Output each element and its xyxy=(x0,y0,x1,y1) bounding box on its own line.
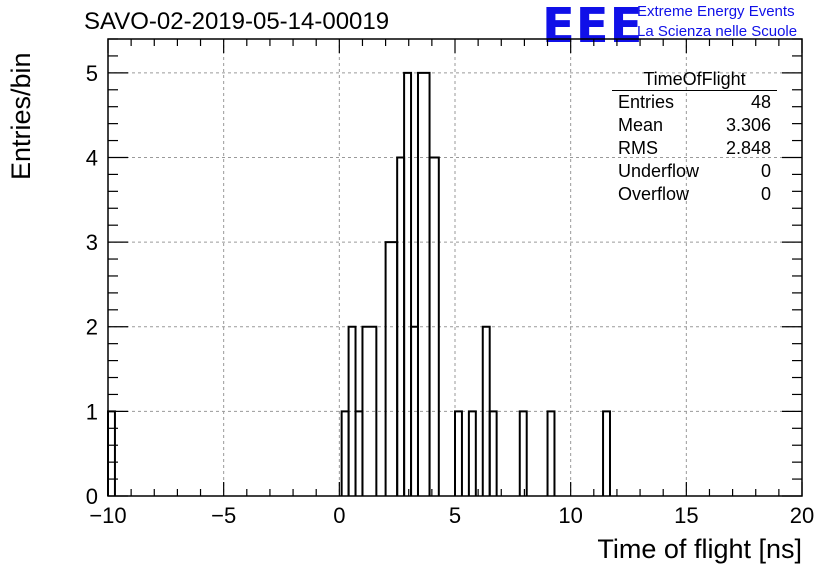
y-tick-label: 4 xyxy=(86,145,98,170)
stats-label: Entries xyxy=(618,92,675,112)
x-tick-label: 0 xyxy=(333,503,345,528)
grid-lines xyxy=(108,39,802,496)
axis-tick-labels: −10 −5 0 5 10 15 20 0 1 2 3 4 5 xyxy=(86,61,814,528)
stats-row-rms: RMS 2.848 xyxy=(612,137,777,160)
y-tick-label: 3 xyxy=(86,230,98,255)
stats-title: TimeOfFlight xyxy=(612,68,777,91)
histogram-bin xyxy=(488,410,498,496)
y-tick-label: 0 xyxy=(86,484,98,509)
histogram-bin xyxy=(403,71,413,496)
x-tick-label: 20 xyxy=(790,503,814,528)
x-tick-label: 15 xyxy=(674,503,698,528)
histogram-bin xyxy=(546,410,556,496)
x-tick-label: 10 xyxy=(558,503,582,528)
x-tick-label: −5 xyxy=(211,503,236,528)
x-tick-label: 5 xyxy=(449,503,461,528)
stats-value: 0 xyxy=(760,184,771,204)
histogram-bin xyxy=(354,410,364,496)
histogram-bin xyxy=(416,71,431,496)
histogram-bin xyxy=(602,410,611,496)
stats-value: 2.848 xyxy=(725,138,771,158)
histogram-bin xyxy=(428,156,440,496)
histogram-bin xyxy=(340,410,350,496)
stats-row-entries: Entries 48 xyxy=(612,91,777,114)
x-tick-label: −10 xyxy=(89,503,126,528)
stats-row-mean: Mean 3.306 xyxy=(612,114,777,137)
y-tick-label: 5 xyxy=(86,61,98,86)
stats-label: Mean xyxy=(618,115,664,135)
axis-ticks xyxy=(107,38,803,497)
stats-value: 3.306 xyxy=(725,115,771,135)
logo-line-2: La Scienza nelle Scuole xyxy=(637,23,798,40)
histogram-bin xyxy=(384,241,399,496)
stats-value: 48 xyxy=(750,92,771,112)
y-tick-label: 1 xyxy=(86,399,98,424)
y-tick-label: 2 xyxy=(86,315,98,340)
stats-label: Underflow xyxy=(618,161,700,181)
stats-row-overflow: Overflow 0 xyxy=(612,183,777,206)
stats-box: TimeOfFlight Entries 48 Mean 3.306 RMS 2… xyxy=(612,68,777,206)
histogram-bin xyxy=(361,325,378,496)
eee-logo: EEE xyxy=(542,0,644,54)
histogram-bin xyxy=(454,410,463,496)
stats-label: Overflow xyxy=(618,184,690,204)
histogram-bins xyxy=(107,71,611,496)
histogram-bin xyxy=(467,410,477,496)
histogram-bin xyxy=(107,410,116,496)
histogram-bin xyxy=(518,410,528,496)
x-axis-label: Time of flight [ns] xyxy=(597,534,802,564)
stats-value: 0 xyxy=(760,161,771,181)
stats-row-underflow: Underflow 0 xyxy=(612,160,777,183)
logo-line-1: Extreme Energy Events xyxy=(637,3,795,20)
chart-title: SAVO-02-2019-05-14-00019 xyxy=(84,8,390,35)
stats-label: RMS xyxy=(618,138,658,158)
